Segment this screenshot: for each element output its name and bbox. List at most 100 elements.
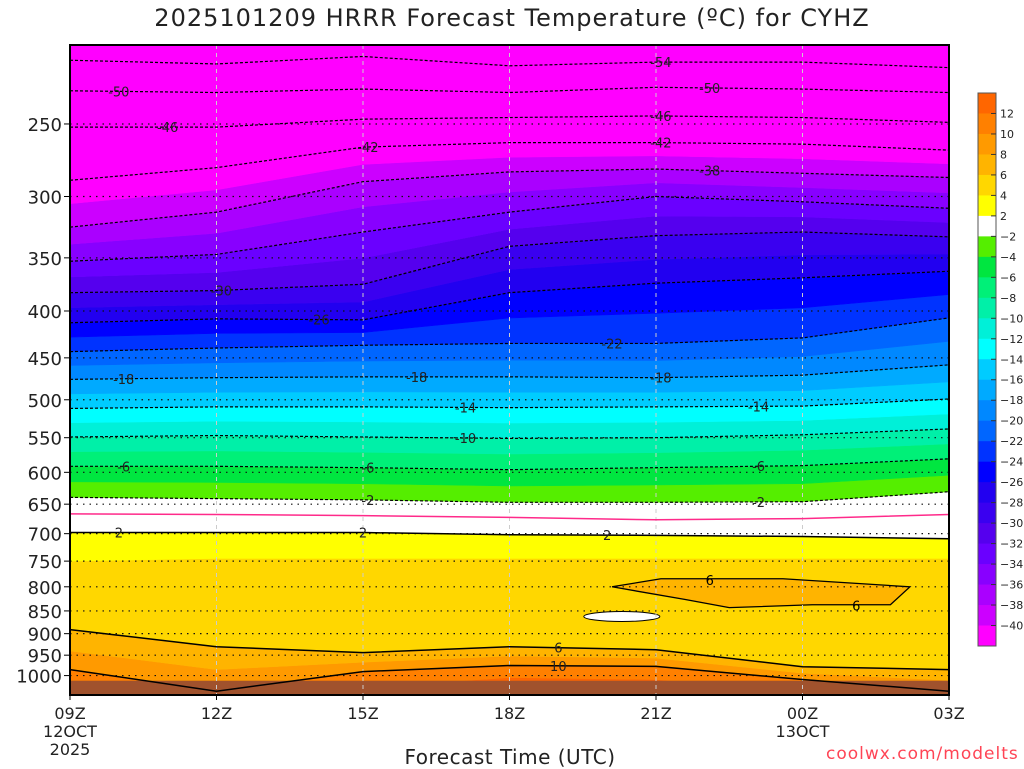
isotherm-line <box>69 317 950 353</box>
isotherm-line <box>69 270 950 324</box>
colorbar-box <box>978 441 996 463</box>
colorbar: 12 10 8 6 4 2 −2 −4 −6 −8 −10 −12 −14 −16 −18 −20 −22 −24… <box>977 92 1023 647</box>
isotherm-line <box>69 231 950 294</box>
colorbar-label: −26 <box>1000 476 1023 489</box>
isotherm-label: 6 <box>554 642 562 657</box>
isotherm-label: -2 <box>361 494 374 509</box>
isotherm-label: -18 <box>113 373 134 388</box>
colorbar-box <box>978 523 996 545</box>
colorbar-box <box>978 502 996 524</box>
x-tick-label: 15Z <box>347 704 378 723</box>
colorbar-label: −32 <box>1000 538 1023 551</box>
colorbar-box <box>978 195 996 217</box>
isotherm-label: 6 <box>852 599 860 614</box>
colorbar-box <box>978 625 996 647</box>
x-tick-label: 03Z <box>933 704 964 723</box>
colorbar-label: −8 <box>1000 292 1016 305</box>
isotherm-line <box>70 531 950 540</box>
warm-pocket-contour <box>611 578 912 609</box>
isotherm-label: -18 <box>406 371 427 386</box>
isotherm-label: 6 <box>706 574 714 589</box>
y-tick-label: 900 <box>28 625 62 646</box>
colorbar-label: −16 <box>1000 374 1023 387</box>
isotherm-line <box>69 513 950 521</box>
isotherm-line <box>69 428 950 440</box>
colorbar-box <box>978 113 996 135</box>
isotherm-label: -2 <box>752 496 765 511</box>
colorbar-box <box>978 277 996 299</box>
colorbar-box <box>978 543 996 565</box>
chart-title: 2025101209 HRRR Forecast Temperature (ºC… <box>154 4 870 32</box>
y-tick-label: 250 <box>28 115 62 136</box>
colorbar-box <box>978 297 996 319</box>
isotherm-line <box>69 142 950 181</box>
colorbar-box <box>978 605 996 627</box>
colorbar-label: −6 <box>1000 271 1016 284</box>
isotherm-label: -30 <box>211 284 232 299</box>
isotherm-label: -42 <box>650 137 671 152</box>
colorbar-label: −4 <box>1000 251 1016 264</box>
colorbar-box <box>978 154 996 176</box>
colorbar-box <box>978 359 996 381</box>
colorbar-label: −10 <box>1000 312 1023 325</box>
colorbar-label: −12 <box>1000 333 1023 346</box>
isotherm-line <box>69 55 950 69</box>
isotherm-label: 2 <box>603 529 611 544</box>
isotherm-label: -6 <box>752 460 765 475</box>
white-pocket <box>583 610 661 622</box>
colorbar-box <box>978 338 996 360</box>
y-tick-label: 850 <box>28 602 62 623</box>
x-tick-sublabel: 12OCT <box>43 722 97 741</box>
isotherm-line <box>69 195 950 262</box>
isotherm-label: -46 <box>650 110 671 125</box>
isotherm-label: -14 <box>748 400 769 415</box>
colorbar-label: −2 <box>1000 230 1016 243</box>
y-tick-label: 750 <box>28 552 62 573</box>
y-tick-label: 1000 <box>16 667 62 688</box>
isotherm-line <box>69 628 950 671</box>
isotherm-label: -6 <box>117 460 130 475</box>
colorbar-box <box>978 93 996 114</box>
isotherm-label: -42 <box>357 141 378 156</box>
isotherm-line <box>70 115 950 128</box>
isotherm-line <box>69 491 950 503</box>
colorbar-box <box>978 420 996 442</box>
isotherm-label: -50 <box>699 82 720 97</box>
isotherm-label: -6 <box>361 462 374 477</box>
colorbar-label: 12 <box>1000 107 1014 120</box>
y-tick-label: 300 <box>28 188 62 209</box>
isotherm-line <box>69 168 950 228</box>
colorbar-label: 2 <box>1000 210 1007 223</box>
colorbar-label: −14 <box>1000 353 1023 366</box>
y-tick-label: 700 <box>28 525 62 546</box>
colorbar-box <box>978 482 996 504</box>
x-tick-sublabel: 2025 <box>50 740 91 759</box>
colorbar-box <box>978 174 996 196</box>
isotherm-line <box>69 664 950 692</box>
x-tick-sublabel: 13OCT <box>776 722 830 741</box>
x-tick-label: 21Z <box>640 704 671 723</box>
colorbar-frame <box>977 92 997 647</box>
isotherm-line <box>69 398 950 410</box>
y-tick-label: 500 <box>28 391 62 412</box>
isotherm-label: 2 <box>115 527 123 542</box>
colorbar-label: −30 <box>1000 517 1023 530</box>
colorbar-label: −38 <box>1000 599 1023 612</box>
colorbar-box <box>978 400 996 422</box>
credit-link[interactable]: coolwx.com/modelts <box>826 744 1019 764</box>
y-tick-label: 950 <box>28 646 62 667</box>
isotherm-label: -46 <box>157 121 178 136</box>
y-tick-label: 450 <box>28 349 62 370</box>
colorbar-box <box>978 461 996 483</box>
x-tick-label: 09Z <box>54 704 85 723</box>
isotherm-line <box>69 86 950 94</box>
isotherm-label: -22 <box>601 337 622 352</box>
colorbar-box <box>978 318 996 340</box>
colorbar-box <box>978 379 996 401</box>
colorbar-box <box>978 236 996 258</box>
x-tick-label: 00Z <box>787 704 818 723</box>
isotherm-label: 10 <box>550 660 567 675</box>
colorbar-box <box>978 215 996 237</box>
y-tick-label: 800 <box>28 578 62 599</box>
